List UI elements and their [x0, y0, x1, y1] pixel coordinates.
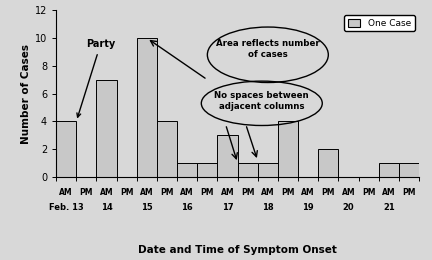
Text: 20: 20	[343, 203, 354, 212]
Legend: One Case: One Case	[344, 15, 415, 31]
Bar	[278, 121, 298, 177]
Y-axis label: Number of Cases: Number of Cases	[21, 44, 31, 144]
Bar	[96, 80, 117, 177]
Bar	[258, 163, 278, 177]
Text: PM: PM	[160, 188, 174, 197]
Text: AM: AM	[342, 188, 355, 197]
Text: 14: 14	[101, 203, 112, 212]
Bar	[399, 163, 419, 177]
Text: AM: AM	[181, 188, 194, 197]
Text: Party: Party	[77, 39, 115, 117]
Bar	[137, 38, 157, 177]
Text: PM: PM	[79, 188, 93, 197]
Text: 17: 17	[222, 203, 233, 212]
Text: AM: AM	[302, 188, 315, 197]
Bar	[177, 163, 197, 177]
Text: PM: PM	[200, 188, 214, 197]
Text: 16: 16	[181, 203, 193, 212]
Bar	[56, 121, 76, 177]
Bar	[379, 163, 399, 177]
Text: AM: AM	[221, 188, 234, 197]
Text: AM: AM	[100, 188, 113, 197]
Bar	[217, 135, 238, 177]
Text: 15: 15	[141, 203, 153, 212]
Text: AM: AM	[261, 188, 275, 197]
Text: Area reflects number
of cases: Area reflects number of cases	[216, 39, 320, 59]
Bar	[238, 163, 258, 177]
Text: AM: AM	[60, 188, 73, 197]
Text: PM: PM	[120, 188, 133, 197]
Text: PM: PM	[362, 188, 375, 197]
Text: AM: AM	[382, 188, 396, 197]
Text: 18: 18	[262, 203, 273, 212]
Text: PM: PM	[241, 188, 254, 197]
Text: Date and Time of Symptom Onset: Date and Time of Symptom Onset	[138, 245, 337, 255]
Bar	[318, 149, 338, 177]
Bar	[197, 163, 217, 177]
Text: PM: PM	[321, 188, 335, 197]
Text: 21: 21	[383, 203, 395, 212]
Text: No spaces between
adjacent columns: No spaces between adjacent columns	[214, 91, 309, 111]
Text: PM: PM	[402, 188, 416, 197]
Text: AM: AM	[140, 188, 154, 197]
Text: Feb. 13: Feb. 13	[49, 203, 84, 212]
Text: 19: 19	[302, 203, 314, 212]
Bar	[157, 121, 177, 177]
Text: PM: PM	[281, 188, 295, 197]
